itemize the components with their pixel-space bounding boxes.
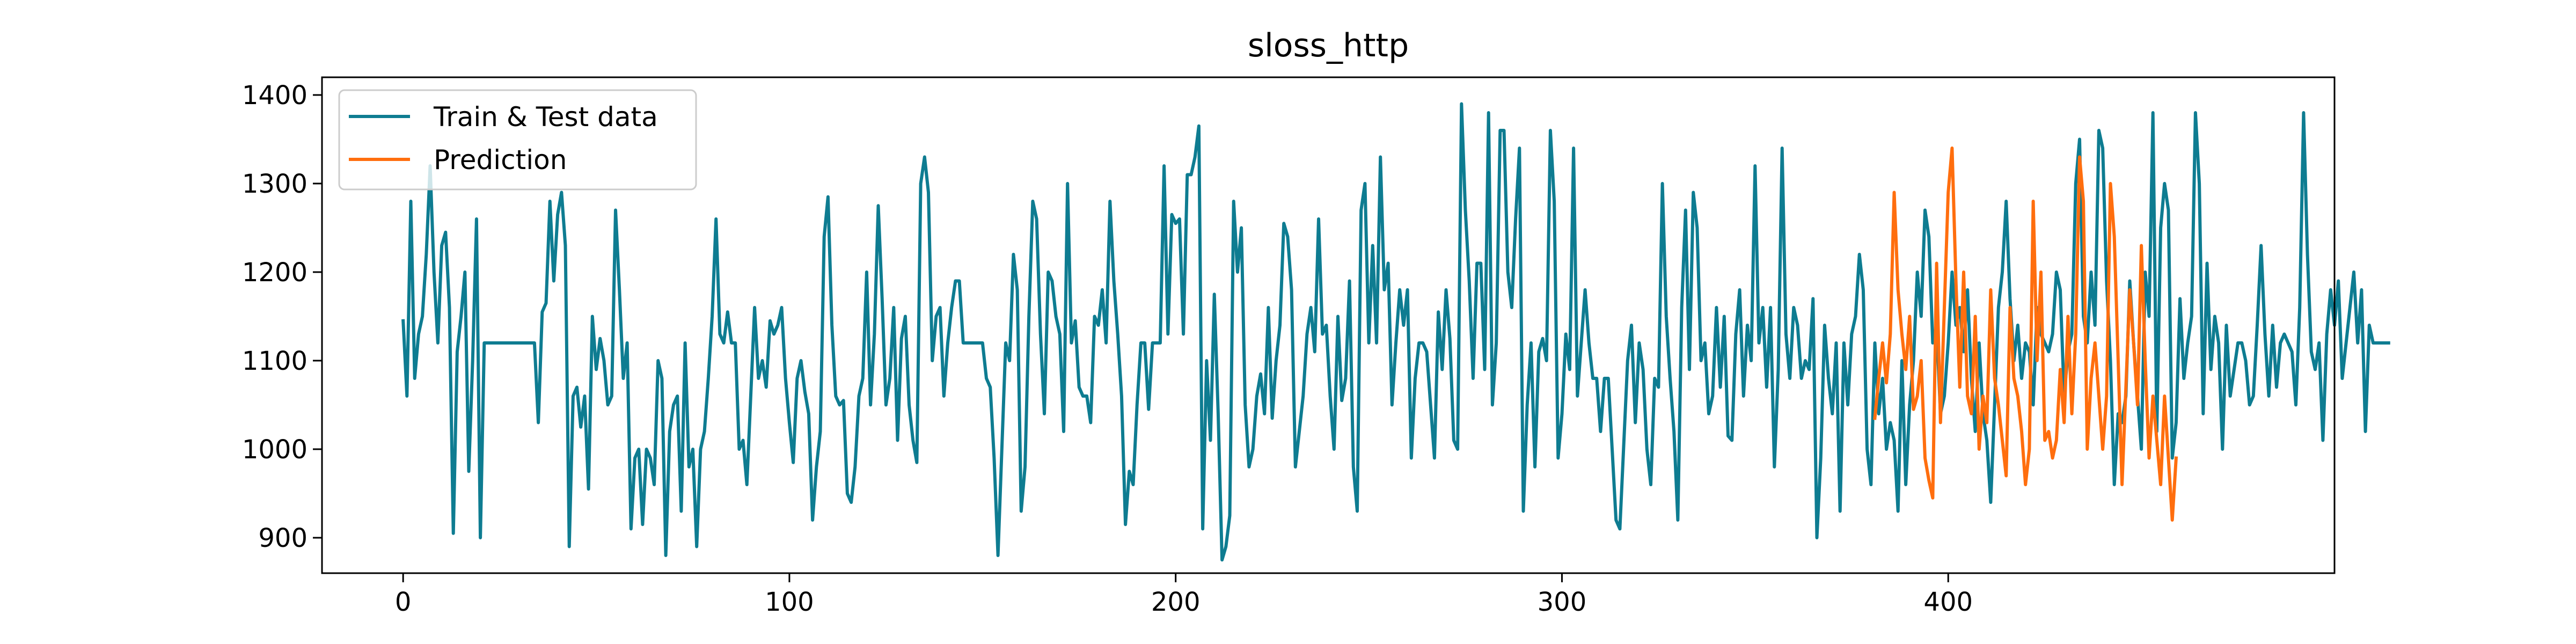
x-axis: 0 100 200 300 400 — [395, 573, 1973, 617]
y-axis: 900 1000 1100 1200 1300 1400 — [242, 80, 322, 553]
legend-label-train-test: Train & Test data — [433, 101, 658, 133]
plot-series — [401, 102, 2390, 562]
plot-frame — [321, 76, 2336, 574]
y-tick-label: 900 — [258, 523, 308, 553]
series-line-train-test — [401, 102, 2390, 562]
series-line-prediction — [1873, 147, 2178, 522]
x-tick-label: 300 — [1538, 587, 1587, 617]
x-tick-label: 100 — [765, 587, 814, 617]
y-tick-label: 1000 — [242, 435, 308, 465]
chart-title: sloss_http — [1248, 27, 1409, 64]
y-tick-label: 1200 — [242, 258, 308, 288]
legend: Train & Test data Prediction — [338, 89, 697, 191]
x-tick-label: 400 — [1923, 587, 1973, 617]
legend-label-prediction: Prediction — [434, 144, 567, 175]
legend-box — [338, 89, 697, 191]
y-tick-label: 1400 — [242, 80, 308, 111]
x-tick-label: 200 — [1151, 587, 1201, 617]
x-tick-label: 0 — [395, 587, 412, 617]
y-tick-label: 1300 — [242, 169, 308, 199]
y-tick-label: 1100 — [242, 346, 308, 376]
